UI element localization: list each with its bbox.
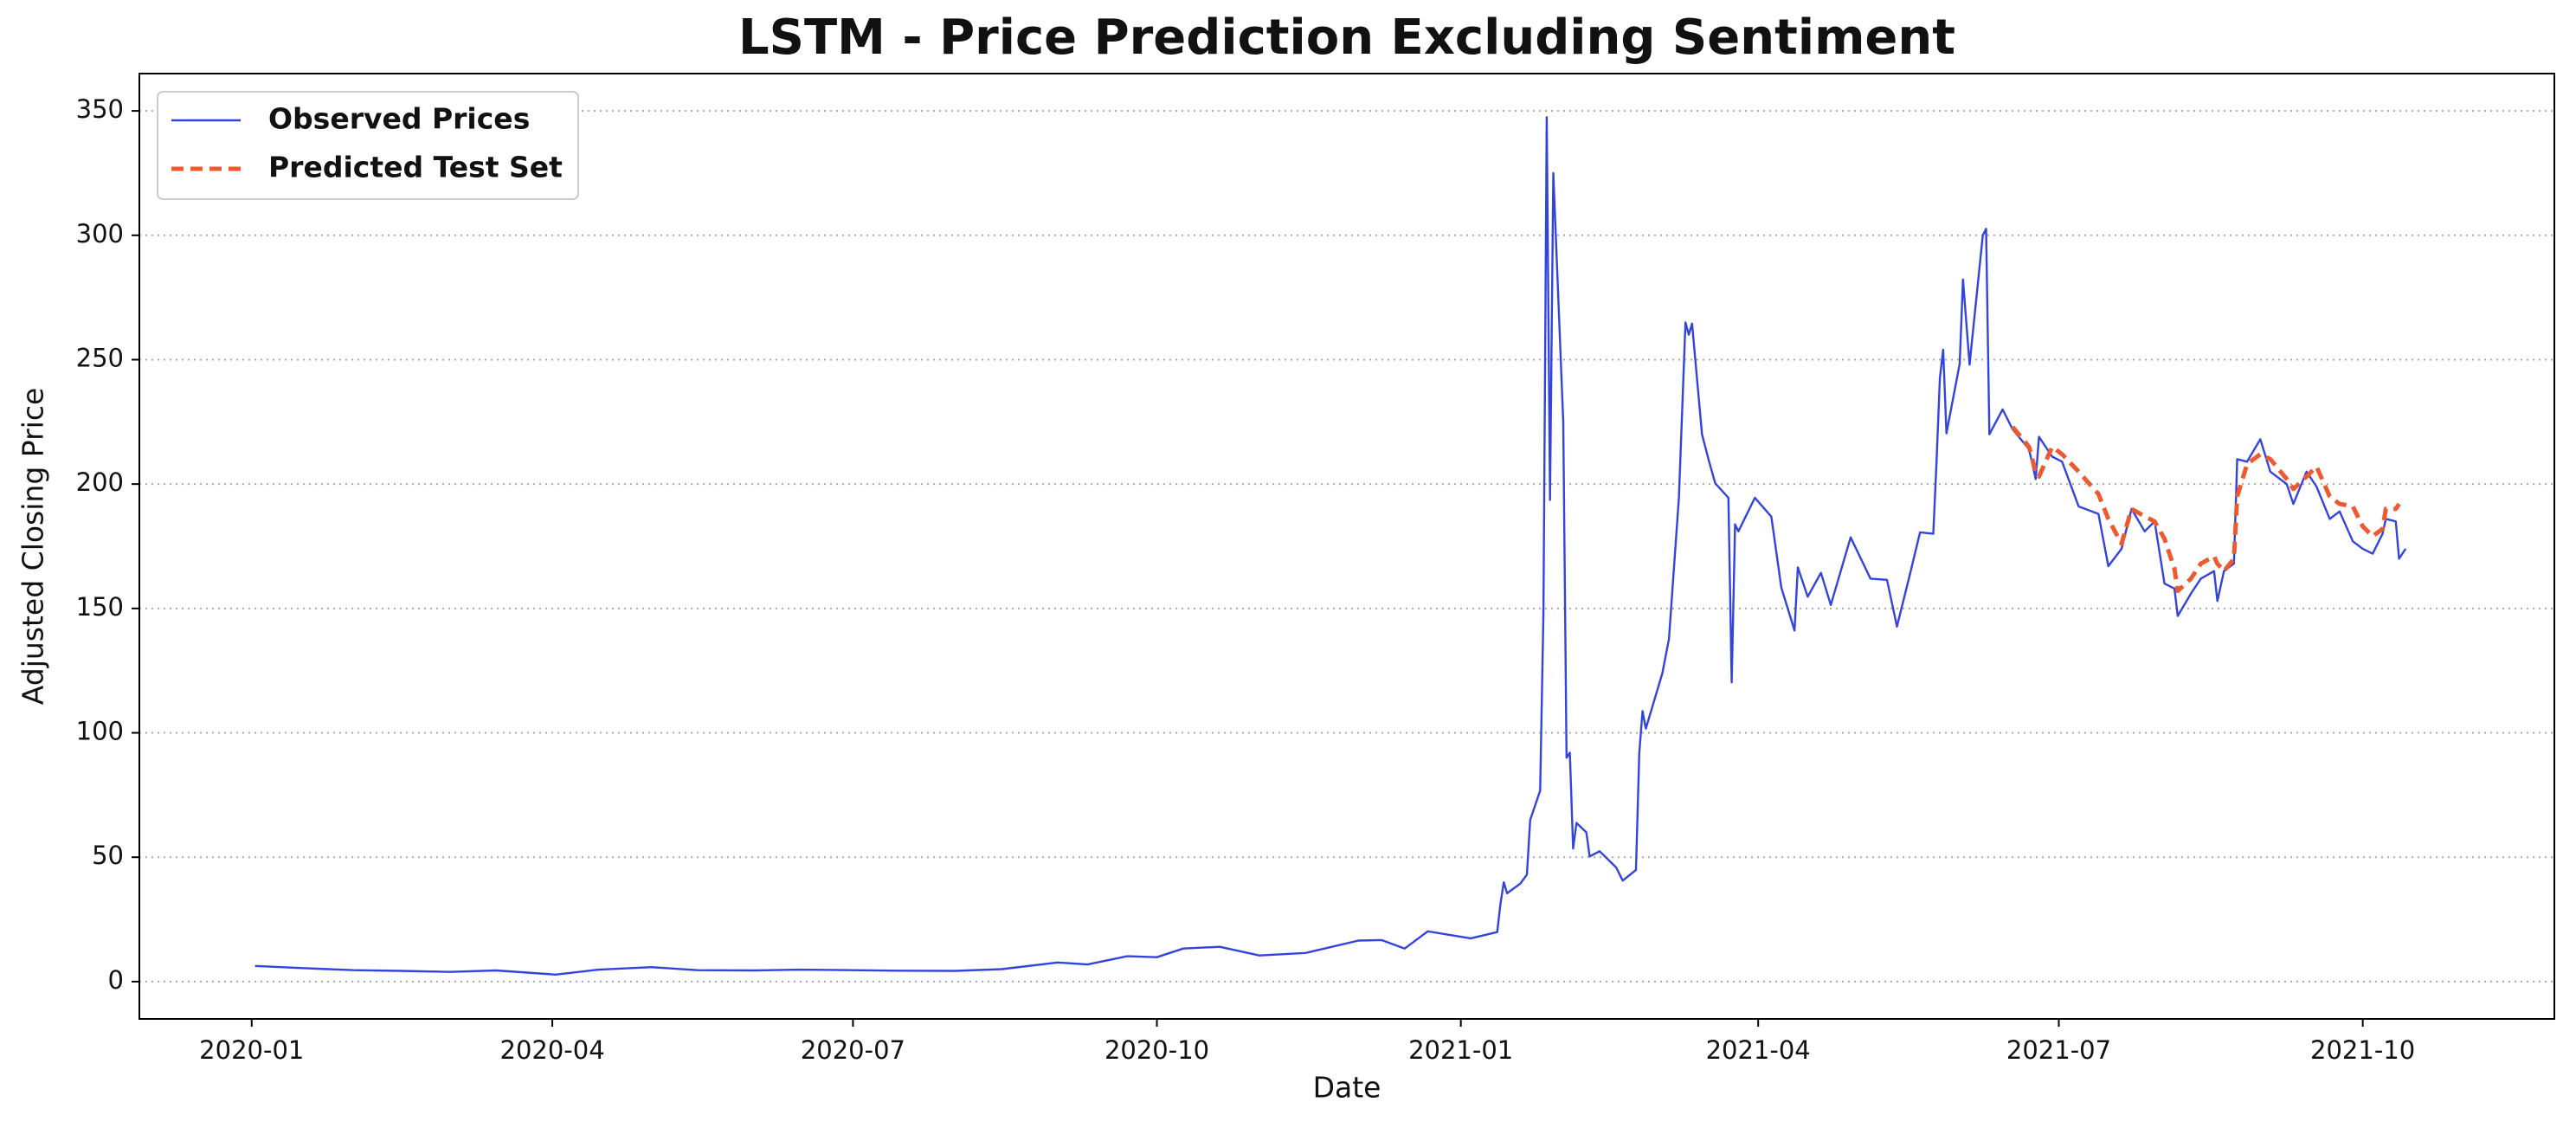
y-tick-label: 150: [76, 592, 124, 622]
y-tick-label: 200: [76, 467, 124, 497]
x-tick-label: 2020-07: [801, 1035, 905, 1065]
y-tick-label: 50: [92, 841, 124, 870]
x-tick-label: 2021-07: [2006, 1035, 2111, 1065]
chart-title: LSTM - Price Prediction Excluding Sentim…: [738, 10, 1955, 66]
x-tick-label: 2020-04: [500, 1035, 605, 1065]
x-tick-label: 2021-01: [1408, 1035, 1513, 1065]
y-tick-label: 300: [76, 219, 124, 248]
y-tick-label: 100: [76, 717, 124, 746]
x-tick-label: 2021-04: [1706, 1035, 1811, 1065]
series-line: [254, 116, 2407, 976]
x-tick-label: 2020-10: [1104, 1035, 1209, 1065]
series-line: [2011, 425, 2401, 594]
legend-label: Predicted Test Set: [268, 151, 563, 184]
y-axis-label: Adjusted Closing Price: [16, 388, 50, 706]
x-tick-label: 2020-01: [199, 1035, 304, 1065]
y-tick-label: 0: [108, 965, 124, 995]
x-tick-label: 2021-10: [2310, 1035, 2415, 1065]
legend-box: [157, 91, 579, 200]
x-axis-label: Date: [1313, 1071, 1381, 1105]
y-tick-label: 250: [76, 343, 124, 372]
y-tick-label: 350: [76, 94, 124, 124]
plot-frame: [138, 73, 2555, 1020]
legend-label: Observed Prices: [268, 102, 530, 136]
